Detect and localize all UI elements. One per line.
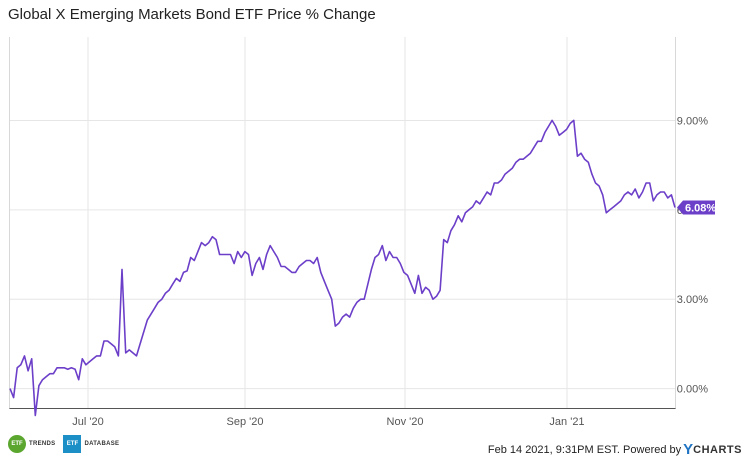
etf-logos: ETF TRENDS ETF DATABASE <box>8 434 119 454</box>
y-tick-label: 3.00% <box>677 294 708 306</box>
x-tick-label: Sep '20 <box>227 416 264 428</box>
x-tick-label: Jan '21 <box>549 416 584 428</box>
footer-timestamp: Feb 14 2021, 9:31PM EST. <box>487 443 620 456</box>
ycharts-logo-text[interactable]: CHARTS <box>693 443 742 456</box>
footer-credit: Feb 14 2021, 9:31PM EST. Powered by Y CHA… <box>488 441 742 458</box>
y-tick-label: 0.00% <box>677 384 708 396</box>
y-tick-label: 9.00% <box>677 115 708 127</box>
last-value-label: 6.08% <box>685 202 716 214</box>
x-tick-label: Nov '20 <box>387 416 424 428</box>
chart-title: Global X Emerging Markets Bond ETF Price… <box>8 6 376 23</box>
x-tick-label: Jul '20 <box>72 416 103 428</box>
plot-area <box>9 37 676 409</box>
series-line <box>9 119 676 417</box>
etf-trends-logo: ETF <box>8 435 26 453</box>
last-value-badge <box>677 200 715 215</box>
etf-database-logo-text: DATABASE <box>84 441 120 447</box>
etf-database-logo: ETF <box>63 435 82 453</box>
footer-powered-by: Powered by <box>623 443 682 456</box>
ycharts-logo-y[interactable]: Y <box>683 441 694 458</box>
etf-trends-logo-text: TRENDS <box>29 441 56 447</box>
